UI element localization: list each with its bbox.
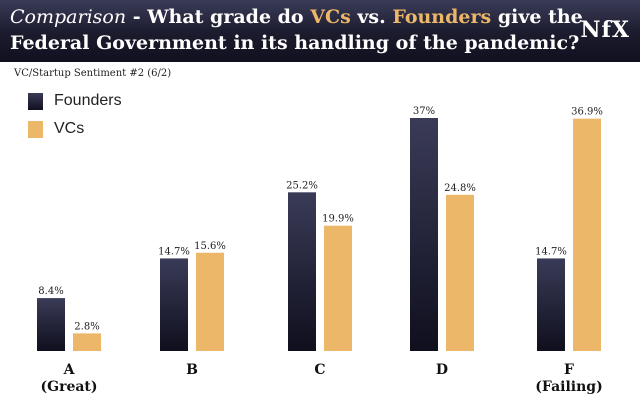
legend-swatch-founders [28,93,43,110]
bar-vcs-1 [196,252,224,351]
category-label-4: F (Failing) [535,362,602,395]
bar-founders-2 [288,192,316,351]
legend-label-founders: Founders [54,92,122,109]
chart-subtitle: VC/Startup Sentiment #2 (6/2) [14,68,172,79]
data-label-founders-3: 37% [413,106,435,117]
title-founders: Founders [392,6,492,28]
data-label-founders-4: 14.7% [535,246,567,257]
data-label-founders-2: 25.2% [286,180,318,191]
legend-swatch-vcs [28,121,43,138]
title-text-b: vs. [350,6,393,28]
nfx-logo: NfX [580,17,630,43]
data-label-vcs-0: 2.8% [74,321,99,332]
title-text-a: - What grade do [126,6,311,28]
category-label-2: C [314,362,325,378]
title-text-c: give the [491,6,583,28]
legend-label-vcs: VCs [54,120,85,137]
data-label-founders-0: 8.4% [38,286,63,297]
bar-founders-0 [37,298,65,351]
data-label-founders-1: 14.7% [158,246,190,257]
title-comparison: Comparison [10,6,127,28]
header-banner: Comparison - What grade do VCs vs. Found… [0,0,640,62]
bar-vcs-4 [573,118,601,351]
bar-founders-3 [410,118,438,351]
bar-founders-4 [537,258,565,351]
data-label-vcs-1: 15.6% [194,241,226,252]
category-label-1: B [186,362,198,378]
bar-vcs-3 [446,194,474,351]
bar-vcs-0 [73,333,101,351]
data-label-vcs-2: 19.9% [322,214,354,225]
chart-title-line-2: Federal Government in its handling of th… [10,32,580,54]
bar-founders-1 [160,258,188,351]
category-label-3: D [436,362,448,378]
category-label-0: A (Great) [40,362,97,395]
data-label-vcs-4: 36.9% [571,107,603,118]
chart-title-line-1: Comparison - What grade do VCs vs. Found… [10,6,583,28]
data-label-vcs-3: 24.8% [444,183,476,194]
title-vcs: VCs [310,6,351,28]
bar-vcs-2 [324,225,352,351]
